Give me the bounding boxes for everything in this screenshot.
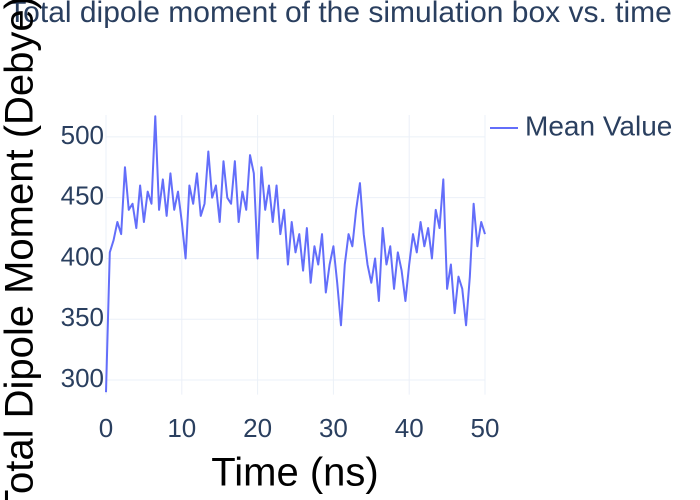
x-tick-label: 50 <box>471 413 500 443</box>
x-tick-label: 10 <box>167 413 196 443</box>
x-tick-label: 40 <box>395 413 424 443</box>
x-tick-label: 20 <box>243 413 272 443</box>
y-tick-label: 350 <box>61 302 104 332</box>
y-tick-label: 400 <box>61 241 104 271</box>
x-tick-label: 0 <box>99 413 113 443</box>
x-tick-label: 30 <box>319 413 348 443</box>
y-tick-label: 300 <box>61 363 104 393</box>
data-line <box>105 115 486 393</box>
y-tick-label: 450 <box>61 181 104 211</box>
x-axis-title: Time (ns) <box>211 451 378 495</box>
y-axis-title: Total Dipole Moment (Debye) <box>0 0 42 500</box>
chart-title: Total dipole moment of the simulation bo… <box>8 0 672 29</box>
legend-label: Mean Value <box>525 110 672 141</box>
y-tick-label: 500 <box>61 120 104 150</box>
